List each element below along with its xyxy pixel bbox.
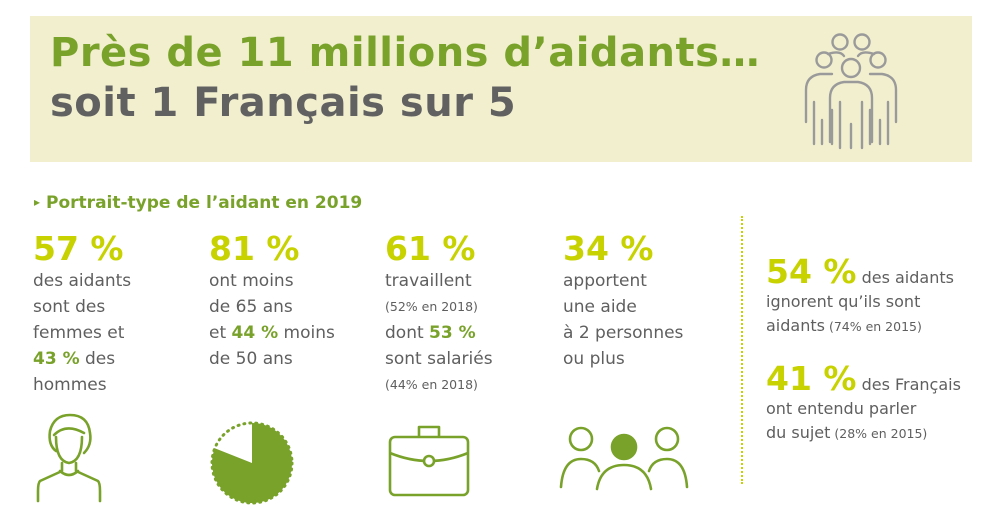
side-note: (28% en 2015)	[830, 426, 928, 441]
side-text: aidants	[766, 316, 825, 335]
stat-highlight: 53 %	[429, 323, 476, 343]
side-text: ignorent qu’ils sont	[766, 292, 921, 311]
stat-women: 57 % des aidants sont des femmes et 43 %…	[33, 230, 131, 398]
stat-percent: 57 %	[33, 229, 124, 268]
briefcase-icon	[388, 425, 470, 497]
stat-text: 43 % des	[33, 349, 116, 369]
page-title: Près de 11 millions d’aidants… soit 1 Fr…	[50, 28, 760, 128]
stat-text: une aide	[563, 297, 637, 317]
stat-text: hommes	[33, 375, 107, 395]
side-note: (74% en 2015)	[824, 319, 922, 334]
stat-highlight: 44 %	[231, 323, 279, 343]
stat-work: 61 % travaillent (52% en 2018) dont 53 %…	[385, 230, 493, 398]
stat-text: de 65 ans	[209, 297, 293, 317]
title-line-1: Près de 11 millions d’aidants…	[50, 30, 760, 76]
stat-percent: 34 %	[563, 229, 654, 268]
side-stat-1: 54 % des aidants ignorent qu’ils sont ai…	[766, 255, 991, 339]
stat-text: à 2 personnes	[563, 323, 684, 343]
side-text: du sujet	[766, 423, 831, 442]
stat-text: ou plus	[563, 349, 625, 369]
stat-text: dont 53 %	[385, 323, 476, 343]
arrow-icon: ▸	[34, 195, 41, 209]
side-text: des Français	[856, 375, 961, 394]
stat-text: apportent	[563, 271, 647, 291]
pie-chart-icon	[210, 421, 294, 505]
stat-text: et 44 % moins	[209, 323, 335, 343]
stat-text: ont moins	[209, 271, 294, 291]
title-line-2: soit 1 Français sur 5	[50, 80, 517, 126]
pie-slice	[212, 423, 293, 503]
side-text: des aidants	[856, 268, 954, 287]
vertical-divider	[741, 216, 743, 484]
stat-help: 34 % apportent une aide à 2 personnes ou…	[563, 230, 683, 372]
side-percent: 54 %	[766, 252, 857, 291]
stat-highlight: 43 %	[33, 349, 80, 369]
section-title: ▸ Portrait-type de l’aidant en 2019	[34, 193, 362, 213]
side-stat-2: 41 % des Français ont entendu parler du …	[766, 362, 991, 446]
woman-icon	[36, 413, 102, 503]
stat-text: femmes et	[33, 323, 125, 343]
group-people-icon	[804, 33, 898, 150]
stat-note: (52% en 2018)	[385, 299, 478, 314]
stat-percent: 61 %	[385, 229, 476, 268]
side-text: ont entendu parler	[766, 399, 917, 418]
stat-percent: 81 %	[209, 229, 300, 268]
stat-text: travaillent	[385, 271, 472, 291]
stat-text: sont salariés	[385, 349, 493, 369]
stat-note: (44% en 2018)	[385, 377, 478, 392]
stat-age: 81 % ont moins de 65 ans et 44 % moins d…	[209, 230, 335, 372]
section-title-text: Portrait-type de l’aidant en 2019	[46, 193, 363, 213]
three-people-icon	[559, 426, 689, 491]
stat-text: sont des	[33, 297, 106, 317]
stat-text: de 50 ans	[209, 349, 293, 369]
side-percent: 41 %	[766, 359, 857, 398]
stat-text: des aidants	[33, 271, 132, 291]
